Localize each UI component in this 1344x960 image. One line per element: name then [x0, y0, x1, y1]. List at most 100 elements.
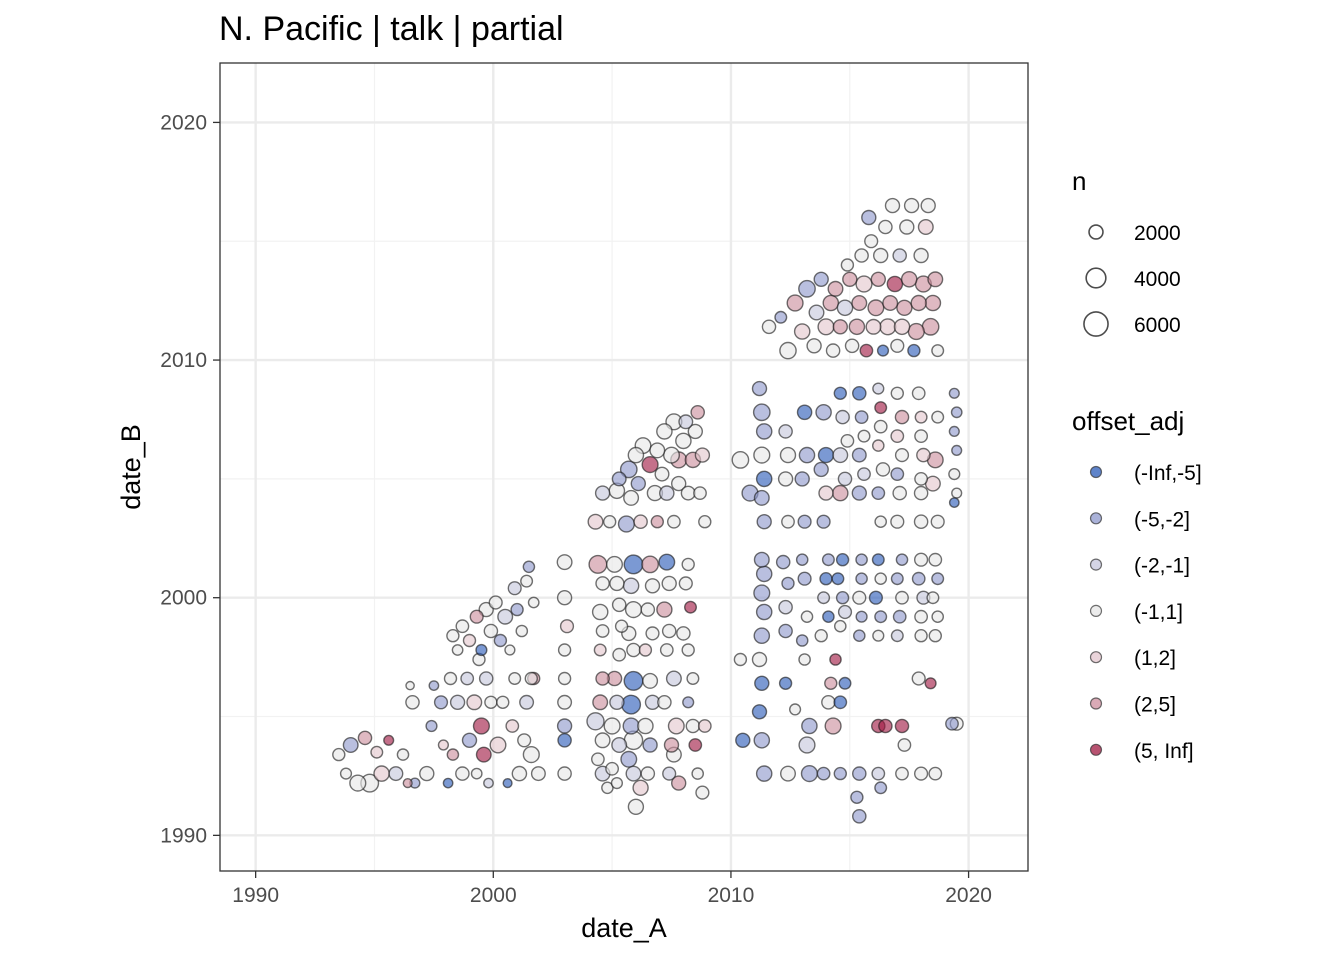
data-point: [868, 590, 884, 605]
color-legend-key: [1089, 512, 1103, 525]
data-point: [687, 423, 703, 440]
data-point: [484, 695, 498, 709]
data-point: [621, 694, 642, 715]
data-point: [644, 578, 661, 594]
data-point: [890, 386, 904, 400]
data-point: [917, 218, 934, 235]
data-point: [383, 734, 395, 746]
data-point: [899, 219, 915, 235]
data-point: [625, 765, 642, 782]
color-legend-key: [1089, 697, 1103, 710]
data-point: [661, 575, 677, 592]
data-point: [794, 471, 810, 487]
data-point: [641, 456, 659, 474]
data-point: [892, 485, 908, 501]
data-point: [870, 271, 886, 287]
data-point: [927, 271, 944, 288]
data-point: [911, 386, 926, 401]
size-legend-label: 4000: [1134, 268, 1181, 291]
y-tick-label: 2010: [160, 349, 207, 372]
color-legend-label: (5, Inf]: [1134, 740, 1194, 763]
data-point: [603, 717, 621, 735]
data-point: [835, 409, 850, 425]
data-point: [520, 574, 534, 588]
size-legend-label: 6000: [1134, 314, 1181, 337]
data-point: [928, 766, 943, 781]
data-point: [872, 382, 885, 395]
data-point: [890, 572, 904, 586]
data-point: [645, 626, 660, 641]
data-point: [779, 446, 797, 464]
data-point: [842, 271, 858, 287]
data-point: [419, 765, 435, 782]
data-point: [872, 629, 885, 642]
data-point: [833, 695, 848, 710]
data-point: [595, 671, 610, 686]
data-point: [617, 515, 636, 533]
data-point: [945, 716, 959, 731]
data-point: [449, 694, 466, 710]
data-point: [824, 717, 842, 735]
y-tick-label: 2000: [160, 587, 207, 610]
data-point: [855, 275, 873, 293]
data-point: [755, 470, 773, 488]
data-point: [798, 446, 816, 464]
data-point: [871, 766, 886, 781]
data-point: [798, 279, 816, 298]
data-point: [884, 197, 901, 214]
data-point: [893, 318, 911, 336]
data-point: [924, 677, 937, 690]
data-point: [661, 623, 677, 639]
data-point: [405, 680, 415, 691]
data-point: [483, 777, 494, 789]
data-point: [859, 343, 874, 358]
data-point: [825, 343, 841, 358]
data-point: [921, 317, 940, 336]
data-point: [619, 460, 638, 479]
data-point: [496, 695, 510, 709]
data-point: [511, 765, 528, 782]
data-point: [796, 404, 813, 421]
data-point: [778, 623, 793, 639]
data-point: [848, 318, 866, 336]
data-point: [892, 248, 908, 263]
data-point: [620, 750, 638, 768]
data-point: [834, 619, 847, 633]
data-point: [822, 294, 840, 312]
data-point: [895, 553, 909, 567]
data-point: [844, 338, 860, 354]
data-point: [851, 295, 868, 312]
data-point: [527, 596, 540, 609]
data-point: [819, 572, 833, 586]
data-point: [455, 619, 470, 634]
data-point: [588, 554, 608, 574]
data-point: [755, 423, 773, 440]
data-point: [865, 318, 882, 335]
data-point: [797, 571, 812, 586]
data-point: [684, 600, 698, 614]
data-point: [489, 736, 507, 754]
data-point: [755, 603, 773, 621]
data-point: [475, 746, 492, 763]
data-point: [433, 695, 449, 710]
data-point: [761, 319, 777, 335]
data-point: [681, 643, 695, 657]
x-tick-label: 2020: [945, 884, 992, 907]
data-point: [502, 777, 513, 789]
data-point: [497, 608, 514, 625]
y-axis-title: date_B: [116, 424, 146, 510]
data-point: [817, 591, 831, 605]
data-point: [852, 809, 867, 824]
data-point: [896, 299, 913, 316]
data-point: [611, 737, 628, 754]
data-point: [851, 447, 867, 463]
data-point: [797, 514, 812, 529]
data-point: [916, 447, 931, 463]
data-point: [903, 197, 920, 214]
data-point: [586, 712, 605, 731]
data-point: [640, 766, 656, 781]
data-point: [816, 514, 831, 529]
data-point: [852, 385, 867, 401]
data-point: [781, 514, 795, 529]
